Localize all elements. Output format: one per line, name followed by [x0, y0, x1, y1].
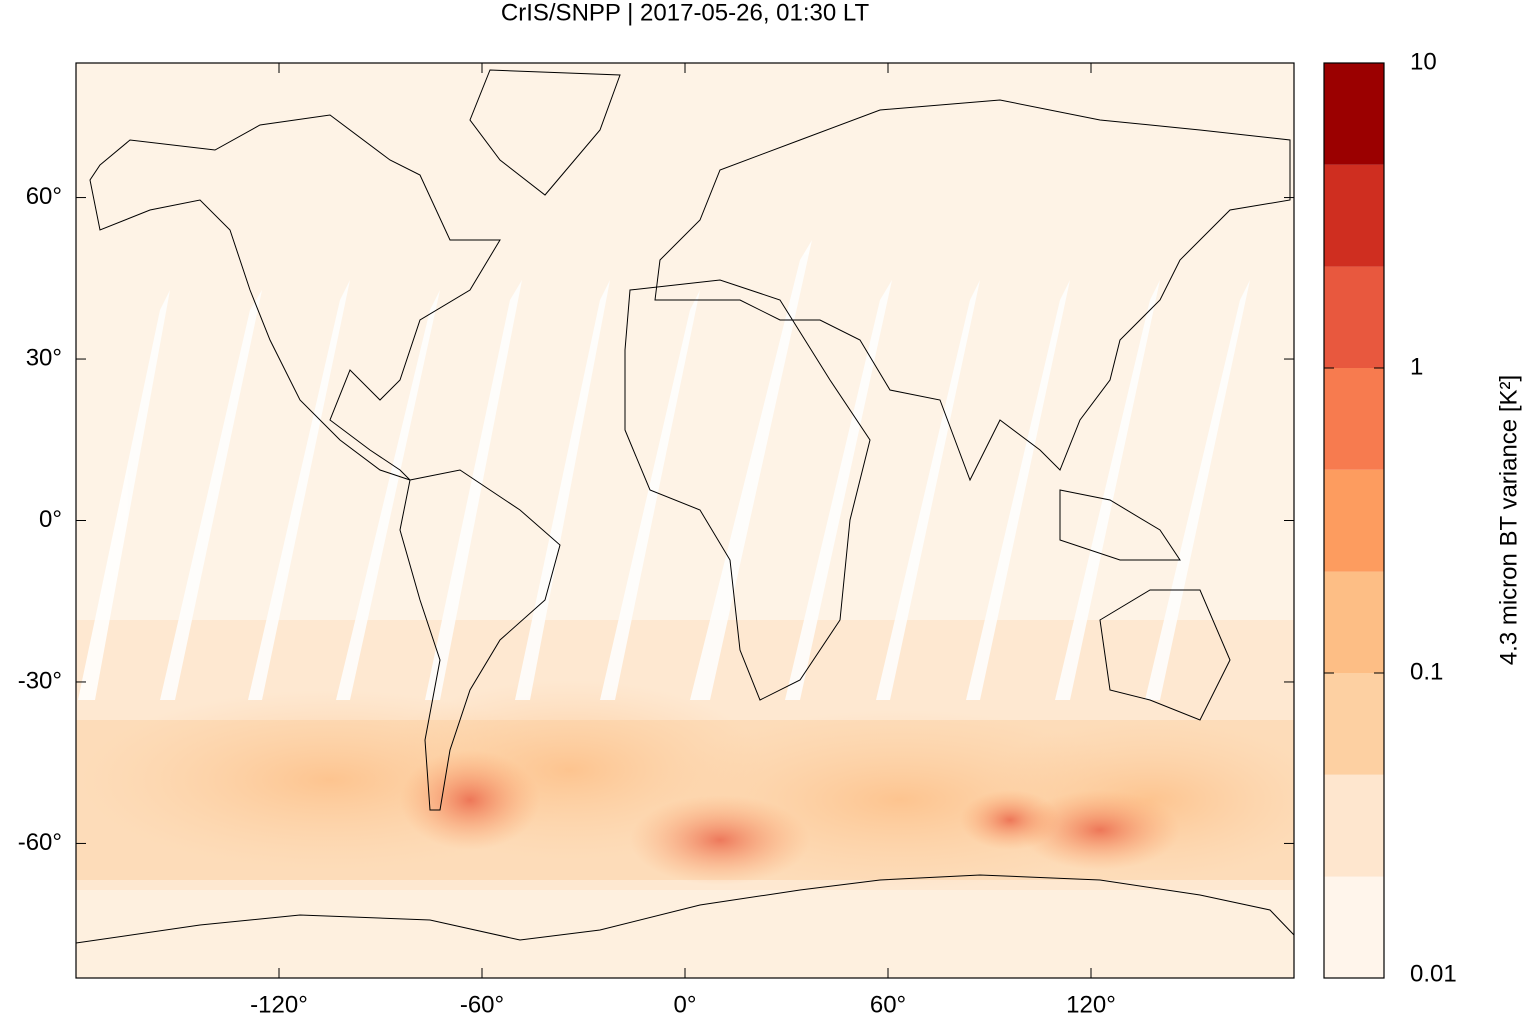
- colorbar-frame: [1323, 62, 1385, 979]
- colorbar-band: [1324, 368, 1384, 470]
- colorbar-band: [1324, 63, 1384, 165]
- colorbar-label: 4.3 micron BT variance [K²]: [1495, 375, 1522, 665]
- colorbar-band: [1324, 266, 1384, 368]
- coastline: [624, 279, 871, 701]
- colorbar-tick-label: 10: [1410, 48, 1437, 75]
- colorbar-tick-label: 0.1: [1410, 658, 1443, 685]
- x-tick-label: 60°: [870, 991, 906, 1018]
- coastline: [89, 114, 501, 481]
- coastline: [469, 69, 621, 196]
- y-tick-label: -30°: [18, 667, 62, 694]
- y-tick-label: 60°: [26, 183, 62, 210]
- colorbar-tick-label: 1: [1410, 353, 1423, 380]
- x-tick-label: 120°: [1066, 991, 1116, 1018]
- coastline: [76, 874, 1294, 944]
- colorbar-band: [1324, 164, 1384, 267]
- colorbar-band: [1324, 571, 1384, 673]
- chart-title: CrIS/SNPP | 2017-05-26, 01:30 LT: [501, 0, 870, 26]
- map-field: [76, 63, 1294, 978]
- colorbar-band: [1324, 774, 1384, 877]
- x-tick-label: 0°: [674, 991, 697, 1018]
- coastline: [654, 99, 1291, 482]
- colorbar-tick-label: 0.01: [1410, 960, 1457, 987]
- coastline: [1099, 589, 1231, 721]
- x-tick-label: -60°: [460, 991, 504, 1018]
- y-tick-label: 0°: [39, 506, 62, 533]
- colorbar-band: [1324, 876, 1384, 978]
- x-tick-label: -120°: [250, 991, 308, 1018]
- coastline: [1059, 489, 1181, 561]
- colorbar-band: [1324, 673, 1384, 775]
- colorbar-band: [1324, 469, 1384, 572]
- y-tick-label: 30°: [26, 344, 62, 371]
- y-tick-label: -60°: [18, 829, 62, 856]
- coastline: [399, 469, 561, 811]
